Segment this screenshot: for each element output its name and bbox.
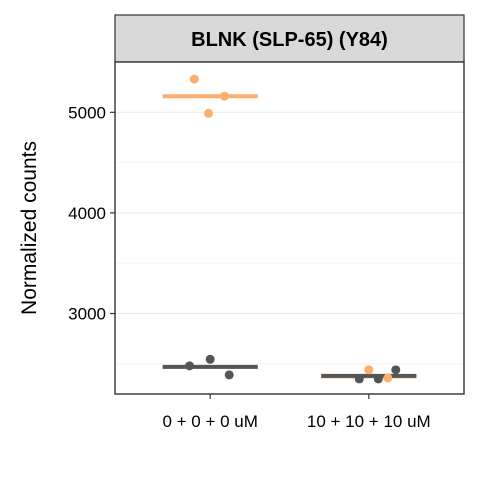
data-point xyxy=(204,108,214,118)
data-marks xyxy=(162,74,417,384)
data-point xyxy=(205,354,215,364)
y-axis: 3000 4000 5000 xyxy=(68,103,115,324)
facet-strip-background xyxy=(114,14,465,63)
data-point xyxy=(391,365,401,375)
y-tick-label: 4000 xyxy=(68,204,106,223)
data-point xyxy=(189,74,199,84)
panel-border xyxy=(114,61,465,395)
data-point xyxy=(219,91,229,101)
data-point xyxy=(224,370,234,380)
x-axis: 0 + 0 + 0 uM 10 + 10 + 10 uM xyxy=(162,394,431,431)
y-tick-label: 3000 xyxy=(68,305,106,324)
panel-background xyxy=(115,62,464,394)
plot-panel xyxy=(114,61,465,395)
y-tick-label: 5000 xyxy=(68,103,106,122)
y-axis-title: Normalized counts xyxy=(18,141,41,315)
data-point xyxy=(185,361,195,371)
data-point xyxy=(354,374,364,384)
major-gridlines xyxy=(115,111,464,315)
x-tick-label: 10 + 10 + 10 uM xyxy=(307,412,431,431)
facet-title: BLNK (SLP-65) (Y84) xyxy=(191,29,388,51)
data-point xyxy=(373,374,383,384)
data-point xyxy=(383,373,393,383)
facet-strip: BLNK (SLP-65) (Y84) xyxy=(114,14,465,63)
x-tick-label: 0 + 0 + 0 uM xyxy=(162,412,257,431)
data-point xyxy=(364,365,374,375)
